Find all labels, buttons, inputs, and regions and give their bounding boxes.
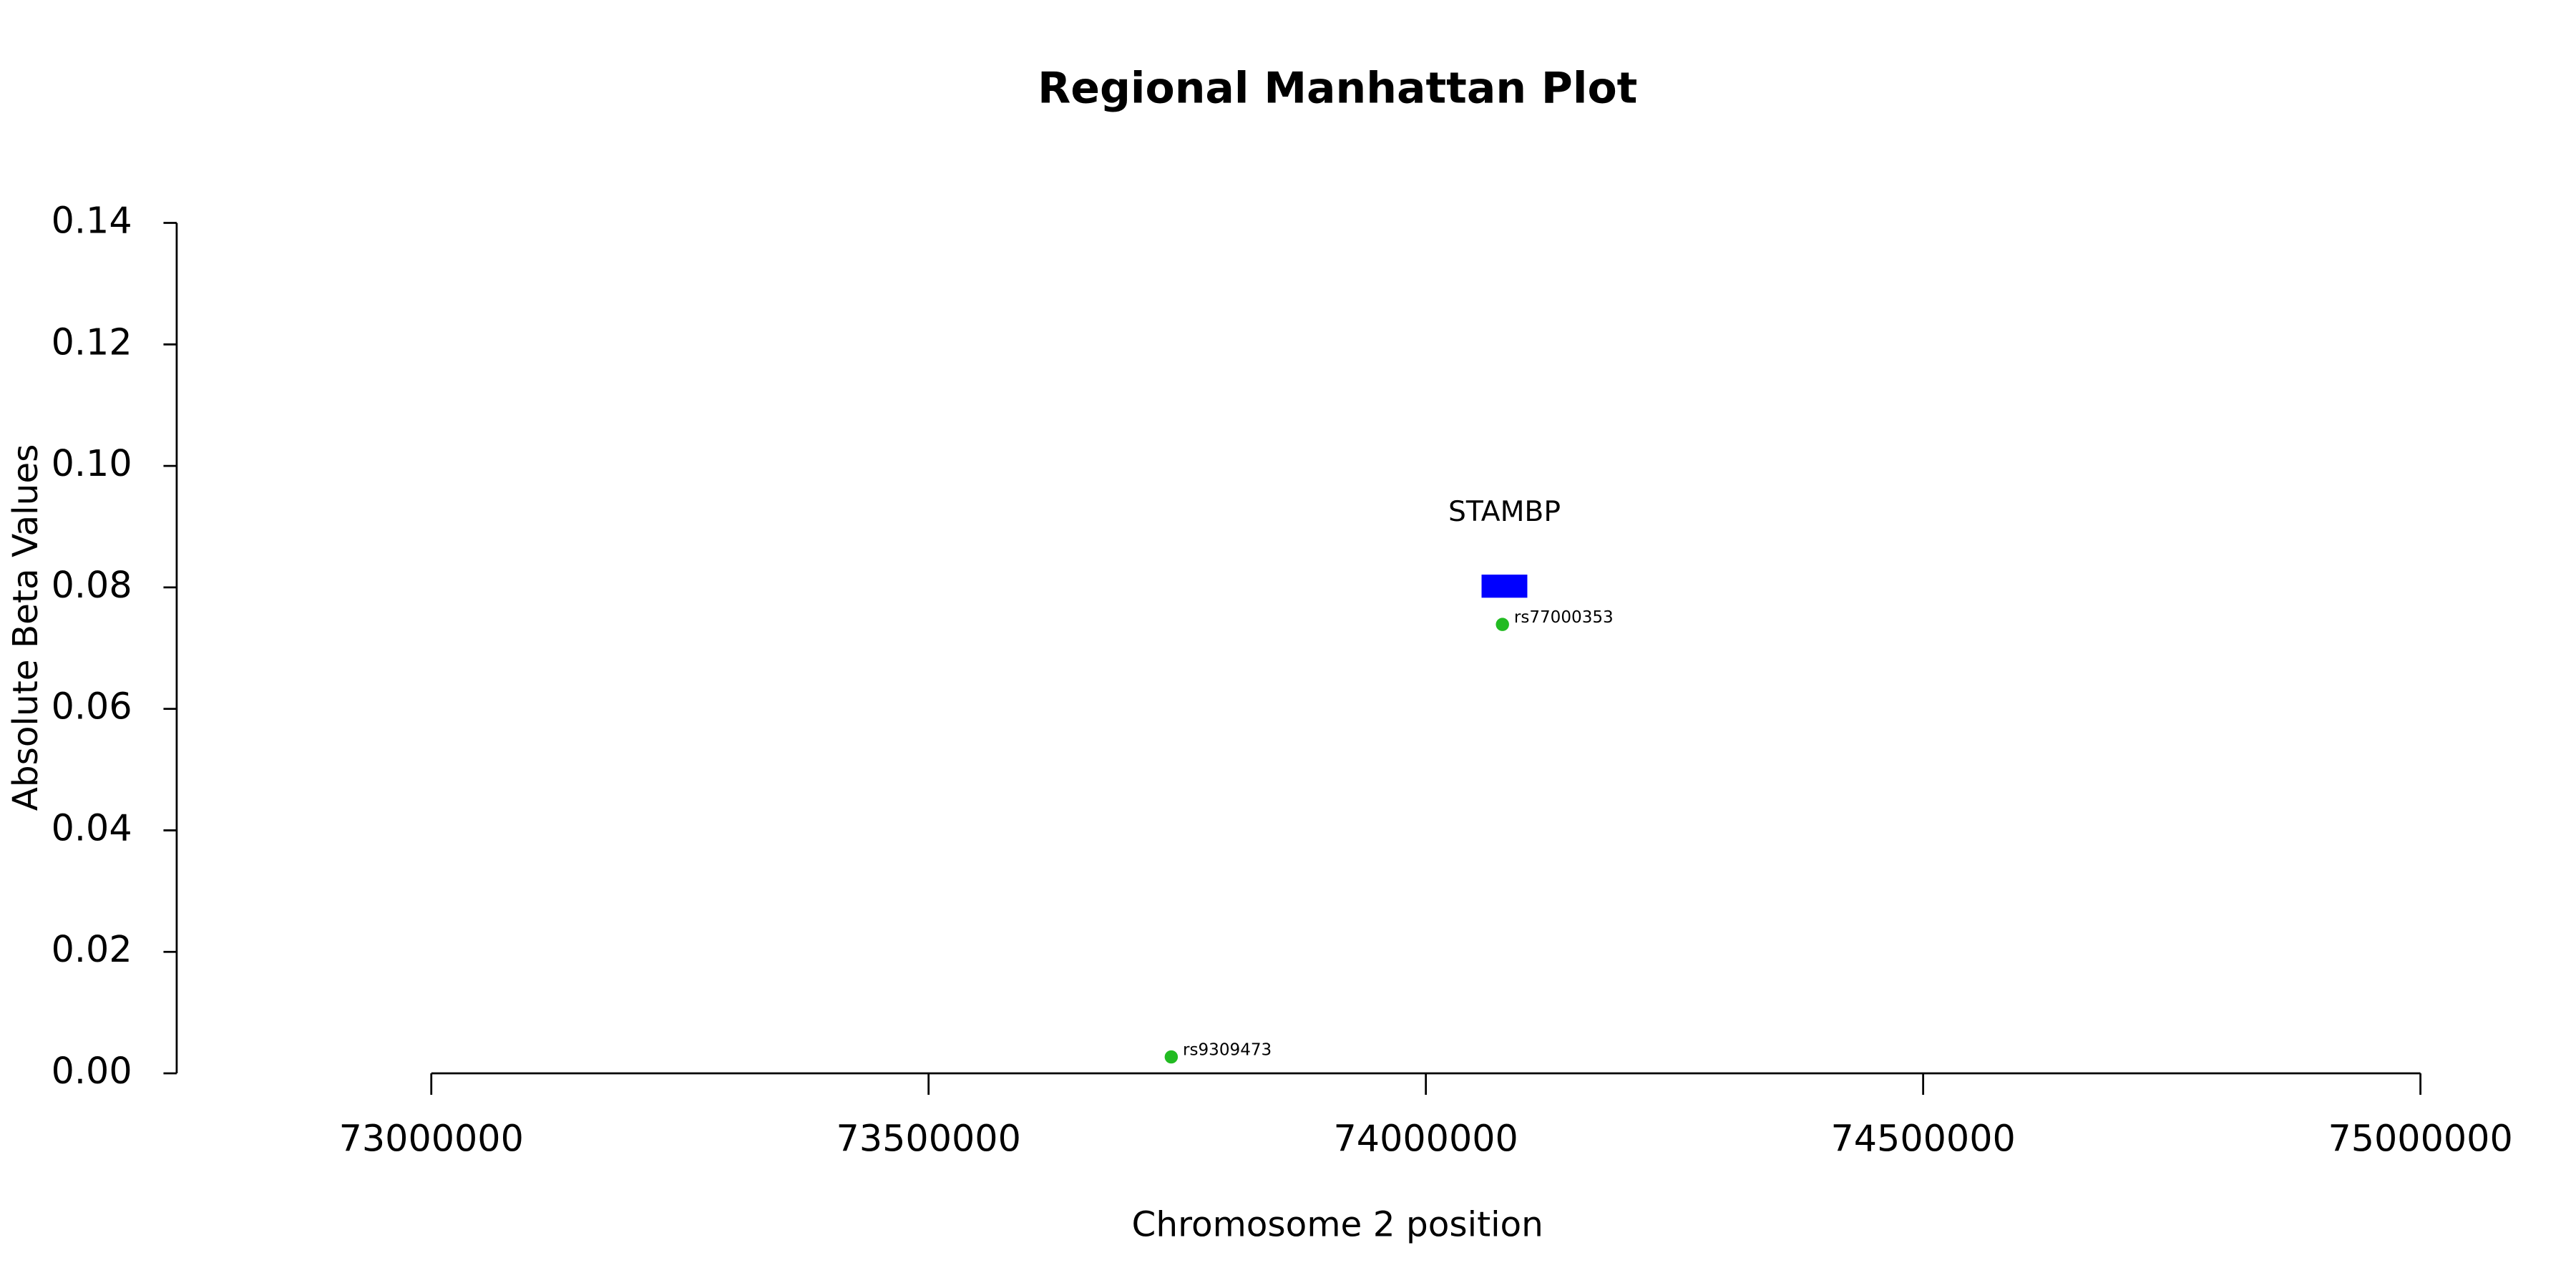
y-tick-label: 0.06 [52,686,132,728]
x-tick-label: 75000000 [2328,1118,2512,1160]
point-label: rs9309473 [1183,1040,1272,1059]
y-tick-label: 0.02 [52,928,132,970]
y-tick-label: 0.12 [52,321,132,363]
gene-label: STAMBP [1448,496,1561,528]
y-tick-label: 0.04 [52,806,132,849]
x-tick-label: 74500000 [1830,1118,2015,1160]
point [1164,1050,1179,1064]
y-tick-label: 0.14 [52,200,132,242]
x-tick-label: 73500000 [836,1118,1021,1160]
gene [1481,575,1528,598]
y-axis-label: Absolute Beta Values [6,444,46,811]
y-tick-label: 0.08 [52,564,132,606]
x-tick-label: 73000000 [339,1118,524,1160]
chart-title: Regional Manhattan Plot [1038,64,1637,114]
y-tick-label: 0.00 [52,1050,132,1092]
y-tick-label: 0.10 [52,442,132,484]
point-label: rs77000353 [1514,608,1614,627]
x-axis-label: Chromosome 2 position [1132,1205,1543,1245]
x-tick-label: 74000000 [1334,1118,1518,1160]
point [1496,618,1509,631]
